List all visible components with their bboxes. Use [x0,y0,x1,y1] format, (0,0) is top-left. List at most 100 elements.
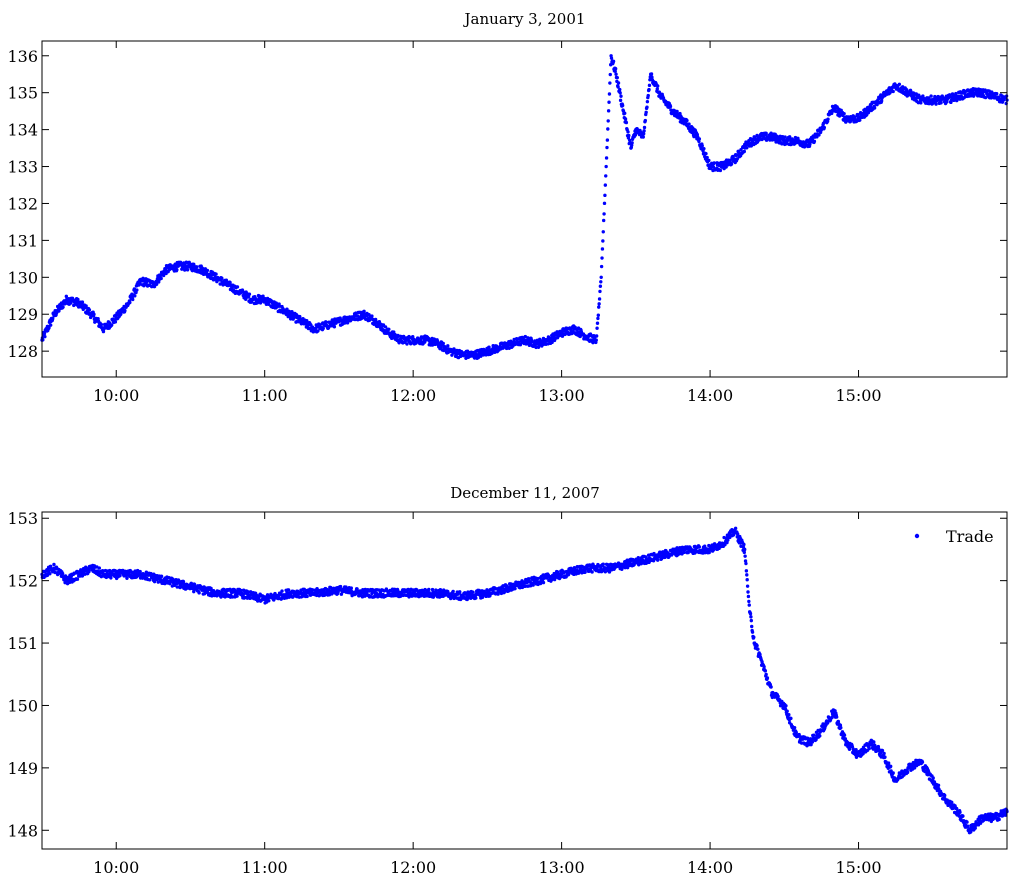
data-point [643,118,648,123]
data-point [598,289,602,294]
data-point [983,95,988,100]
data-point [87,308,92,312]
data-point [596,316,600,321]
y-tick-label: 134 [7,121,38,140]
data-point [161,273,166,278]
y-tick-label: 132 [7,194,38,213]
x-tick-label: 11:00 [242,386,288,405]
data-point [185,268,190,272]
data-point [872,740,876,744]
data-point [324,320,328,325]
data-point [883,755,887,759]
data-point [599,264,604,269]
y-tick-label: 130 [7,268,38,287]
data-point [897,82,902,86]
data-point [599,275,603,280]
y-tick-label: 128 [7,342,38,361]
data-point [434,588,438,592]
data-point [604,156,609,160]
data-point [645,99,650,104]
data-point [641,135,645,139]
data-point [550,340,554,345]
data-point [704,151,708,156]
chart-title: January 3, 2001 [463,10,586,28]
data-point [949,98,954,103]
data-point [101,329,106,334]
plot-area [40,526,1009,835]
data-point [789,716,793,721]
data-point [920,760,925,764]
data-point [744,561,748,566]
data-point [451,589,455,594]
data-point [826,117,830,121]
data-point [487,345,491,349]
data-point [613,69,617,73]
data-point [697,545,702,549]
data-point [620,103,625,108]
data-point [745,584,750,588]
data-point [618,98,623,103]
data-point [882,751,886,756]
data-point [597,297,602,301]
data-point [80,574,85,578]
data-point [872,106,877,110]
data-point [655,87,659,91]
data-point [99,322,104,327]
data-point [729,162,734,166]
data-point [668,104,673,109]
data-point [596,313,601,317]
data-point [597,302,601,306]
x-tick-label: 13:00 [539,386,585,405]
data-point [513,586,517,591]
data-point [626,130,630,134]
data-point [1002,98,1006,102]
data-point [605,138,610,142]
data-point [603,193,607,198]
data-point [912,766,917,770]
data-point [749,615,753,619]
x-tick-label: 10:00 [93,386,139,405]
data-point [194,265,199,269]
data-point [733,526,738,531]
x-tick-label: 12:00 [390,858,436,877]
data-point [619,94,623,98]
data-point [958,810,962,814]
x-tick-label: 12:00 [390,386,436,405]
data-point [703,544,707,548]
data-point [784,704,788,708]
data-point [609,56,614,60]
data-point [509,582,513,586]
data-point [220,276,224,280]
data-point [123,308,127,313]
data-point [595,326,599,330]
data-point [534,345,538,350]
data-point [838,723,843,727]
data-point [700,144,704,148]
data-point [642,125,647,130]
data-point [954,806,959,811]
data-point [87,569,91,574]
y-tick-label: 133 [7,158,38,177]
data-point [624,120,629,125]
data-point [747,603,751,607]
data-point [432,337,437,342]
data-point [943,793,947,798]
data-point [842,111,846,116]
data-point [608,81,612,85]
data-point [697,137,702,141]
legend: Trade [914,527,994,546]
data-point [618,87,622,92]
data-point [362,309,366,313]
data-point [471,590,475,594]
data-point [53,570,57,575]
data-point [630,141,634,145]
chart-title: December 11, 2007 [450,484,600,502]
data-point [318,593,322,597]
data-point [707,158,711,163]
data-point [614,72,618,76]
data-point [702,146,706,151]
data-point [936,783,941,788]
data-point [349,586,353,590]
